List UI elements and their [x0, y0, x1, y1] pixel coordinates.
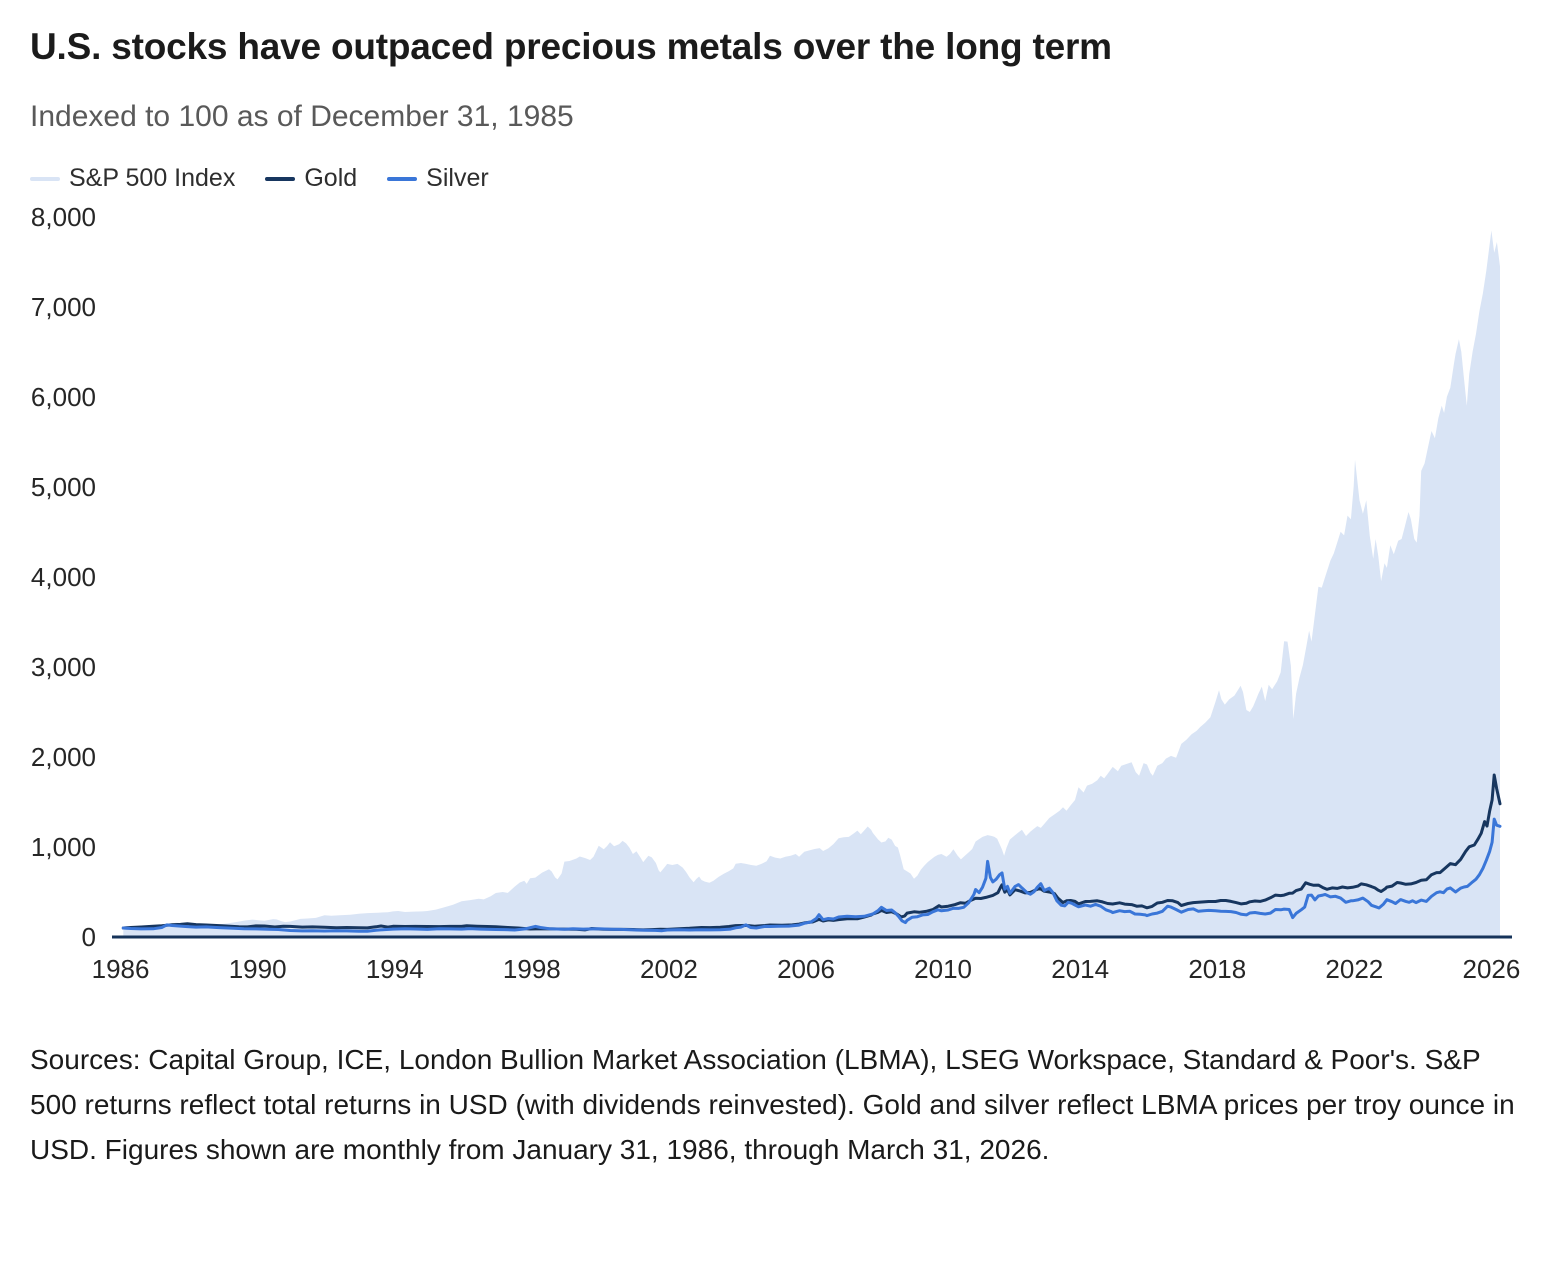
gold-line-series [121, 773, 1502, 932]
gold-line-swatch-icon [265, 176, 296, 181]
x-axis-tick-label: 2026 [1463, 954, 1521, 984]
y-axis-tick-label: 3,000 [31, 652, 96, 682]
x-axis-tick-label: 1994 [366, 954, 424, 984]
page-title: U.S. stocks have outpaced precious metal… [30, 26, 1112, 67]
legend-label-sp500: S&P 500 Index [69, 164, 236, 192]
x-axis-tick-label: 2006 [777, 954, 835, 984]
y-axis-tick-label: 2,000 [31, 742, 96, 772]
legend-item-silver: Silver [387, 164, 489, 193]
x-axis-tick-label: 1990 [229, 954, 287, 984]
y-axis-tick-label: 6,000 [31, 382, 96, 412]
sp500-area-series [123, 230, 1500, 937]
x-axis-tick-label: 2014 [1051, 954, 1109, 984]
legend-item-gold: Gold [265, 164, 357, 193]
line-area-chart: 0 1,000 2,000 3,000 4,000 5,000 6,000 7,000 8,00… [31, 202, 1521, 984]
source-note: Sources: Capital Group, ICE, London Bull… [30, 1044, 1515, 1165]
y-axis-tick-label: 1,000 [31, 832, 96, 862]
x-axis-tick-label: 2002 [640, 954, 698, 984]
y-axis-tick-label: 0 [82, 922, 96, 952]
y-axis-tick-label: 5,000 [31, 472, 96, 502]
x-axis-tick-label: 1998 [503, 954, 561, 984]
sp500-line-swatch-icon [30, 176, 60, 181]
x-axis-tick-label: 2018 [1188, 954, 1246, 984]
y-axis-tick-label: 7,000 [31, 292, 96, 322]
x-axis-tick-label: 2010 [914, 954, 972, 984]
y-axis-tick-label: 8,000 [31, 202, 96, 232]
x-axis-tick-label: 2022 [1325, 954, 1383, 984]
legend-label-gold: Gold [304, 164, 358, 192]
silver-line-swatch-icon [387, 176, 418, 181]
silver-line-series [121, 817, 1502, 933]
legend-item-sp500: S&P 500 Index [30, 164, 235, 193]
x-axis-tick-label: 1986 [92, 954, 150, 984]
chart-legend: S&P 500 Index Gold Silver [0, 164, 1558, 193]
legend-label-silver: Silver [426, 164, 489, 192]
chart-header: U.S. stocks have outpaced precious metal… [0, 0, 1558, 134]
y-axis-tick-label: 4,000 [31, 562, 96, 592]
chart-subtitle: Indexed to 100 as of December 31, 1985 [30, 100, 574, 133]
